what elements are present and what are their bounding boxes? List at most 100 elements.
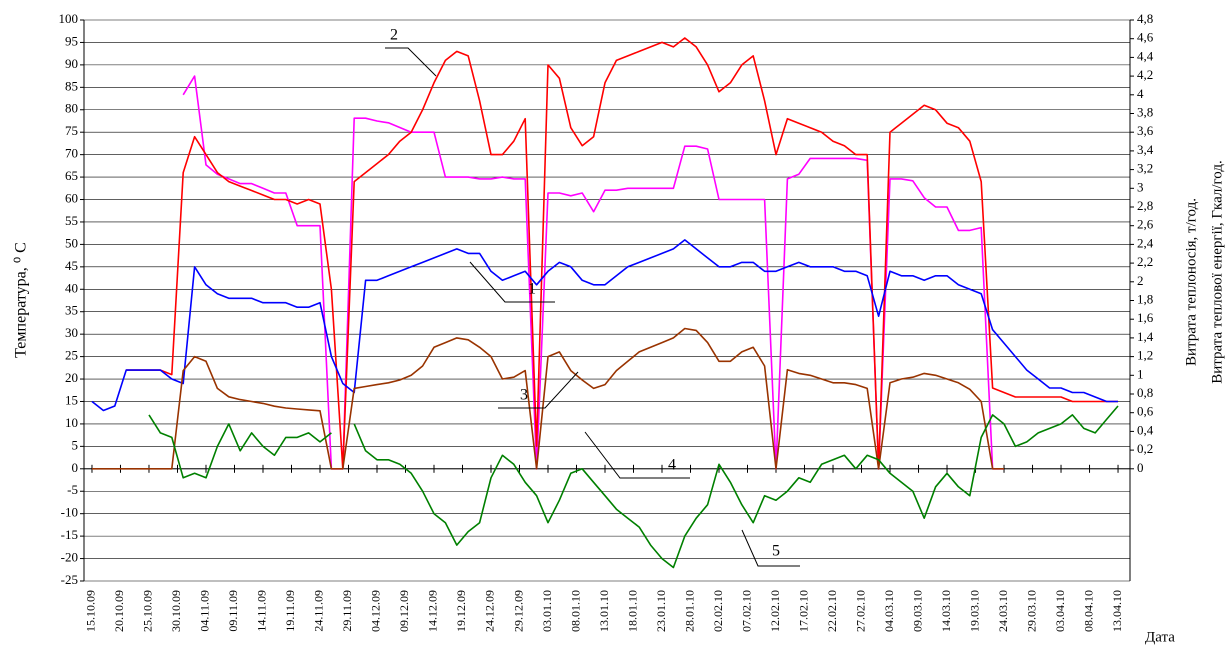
x-tick-label: 27.02.10 bbox=[853, 590, 867, 632]
x-tick-label: 14.11.09 bbox=[255, 590, 269, 632]
y-tick-label: 30 bbox=[65, 325, 78, 340]
leader-line bbox=[498, 371, 579, 409]
y-tick-label: 95 bbox=[65, 33, 78, 48]
x-tick-label: 03.04.10 bbox=[1053, 590, 1067, 632]
x-tick-label: 09.11.09 bbox=[226, 590, 240, 632]
y-tick-label: 40 bbox=[65, 280, 78, 295]
x-tick-label: 08.04.10 bbox=[1081, 590, 1095, 632]
y-tick-label: -5 bbox=[67, 482, 78, 497]
y2-tick-label: 3,6 bbox=[1137, 123, 1154, 138]
y2-tick-label: 3 bbox=[1137, 179, 1144, 194]
y-tick-label: 85 bbox=[65, 78, 78, 93]
x-tick-label: 09.12.09 bbox=[397, 590, 411, 632]
y-tick-label: 100 bbox=[59, 11, 79, 26]
x-tick-label: 29.12.09 bbox=[511, 590, 525, 632]
y-tick-label: -25 bbox=[61, 572, 78, 587]
y-tick-label: 10 bbox=[65, 415, 78, 430]
y2-tick-label: 2 bbox=[1137, 273, 1144, 288]
x-axis-title: Дата bbox=[1145, 629, 1175, 645]
y2-tick-label: 1,2 bbox=[1137, 348, 1153, 363]
y-tick-label: 45 bbox=[65, 258, 78, 273]
x-tick-label: 28.01.10 bbox=[682, 590, 696, 632]
x-tick-label: 13.04.10 bbox=[1110, 590, 1124, 632]
x-tick-label: 23.01.10 bbox=[654, 590, 668, 632]
y2-tick-label: 3,4 bbox=[1137, 142, 1154, 157]
series-labels: 1 2 3 4 5 bbox=[385, 27, 800, 567]
x-tick-label: 09.03.10 bbox=[910, 590, 924, 632]
y2-tick-label: 0 bbox=[1137, 460, 1144, 475]
x-tick-label: 19.03.10 bbox=[967, 590, 981, 632]
x-tick-label: 22.02.10 bbox=[825, 590, 839, 632]
y2-tick-label: 1 bbox=[1137, 366, 1144, 381]
x-tick-label: 13.01.10 bbox=[597, 590, 611, 632]
series-line bbox=[126, 37, 1118, 470]
y-tick-label: -10 bbox=[61, 505, 78, 520]
leader-line bbox=[584, 431, 690, 479]
x-tick-label: 15.10.09 bbox=[84, 590, 98, 632]
y2-tick-label: 0,4 bbox=[1137, 422, 1154, 437]
series-line bbox=[91, 239, 1118, 412]
y2-tick-label: 1,8 bbox=[1137, 291, 1153, 306]
y2-tick-label: 2,2 bbox=[1137, 254, 1153, 269]
y2-tick-label: 3,2 bbox=[1137, 161, 1153, 176]
x-tick-label: 14.12.09 bbox=[426, 590, 440, 632]
x-tick-label: 24.11.09 bbox=[312, 590, 326, 632]
x-tick-label: 19.11.09 bbox=[283, 590, 297, 632]
series-label: 2 bbox=[390, 27, 398, 44]
x-tick-label: 19.12.09 bbox=[454, 590, 468, 632]
plot-area: -25-20-15-10-505101520253035404550556065… bbox=[59, 11, 1154, 632]
series-label: 3 bbox=[520, 387, 528, 404]
series-label: 4 bbox=[668, 457, 676, 474]
x-tick-label: 12.02.10 bbox=[768, 590, 782, 632]
x-tick-label: 24.12.09 bbox=[483, 590, 497, 632]
series-label: 5 bbox=[772, 543, 780, 560]
y2-tick-label: 2,6 bbox=[1137, 217, 1154, 232]
y2-tick-label: 0,6 bbox=[1137, 404, 1154, 419]
y2-axis-title: Витрата теплової енергії, Гкал/год. bbox=[1209, 160, 1225, 384]
y2-tick-label: 0,8 bbox=[1137, 385, 1153, 400]
y-tick-label: -20 bbox=[61, 550, 78, 565]
y-tick-label: 25 bbox=[65, 348, 78, 363]
x-tick-label: 04.12.09 bbox=[369, 590, 383, 632]
series-line bbox=[148, 405, 1119, 569]
y-tick-label: 70 bbox=[65, 146, 78, 161]
y-tick-label: 75 bbox=[65, 123, 78, 138]
y2-tick-label: 2,8 bbox=[1137, 198, 1153, 213]
x-tick-label: 02.02.10 bbox=[711, 590, 725, 632]
y-axis-title: Температура, ⁰ C bbox=[13, 242, 30, 358]
y-tick-label: 35 bbox=[65, 303, 78, 318]
y2-tick-label: 4 bbox=[1137, 86, 1144, 101]
y-tick-label: 55 bbox=[65, 213, 78, 228]
y2-tick-label: 4,6 bbox=[1137, 30, 1154, 45]
y2-tick-label: 4,8 bbox=[1137, 11, 1153, 26]
x-tick-label: 20.10.09 bbox=[112, 590, 126, 632]
y-tick-label: -15 bbox=[61, 527, 78, 542]
x-tick-label: 08.01.10 bbox=[568, 590, 582, 632]
x-tick-label: 29.11.09 bbox=[340, 590, 354, 632]
y-tick-label: 50 bbox=[65, 235, 78, 250]
series-line bbox=[92, 327, 1004, 470]
series-label: 1 bbox=[528, 281, 536, 298]
y-tick-label: 0 bbox=[72, 460, 79, 475]
y2-axis-title: Витрата теплоносія, т/год. bbox=[1183, 198, 1199, 366]
y-tick-label: 65 bbox=[65, 168, 78, 183]
x-tick-label: 18.01.10 bbox=[625, 590, 639, 632]
y-tick-label: 90 bbox=[65, 56, 78, 71]
x-tick-label: 25.10.09 bbox=[141, 590, 155, 632]
leader-line bbox=[741, 529, 800, 567]
x-tick-label: 04.03.10 bbox=[882, 590, 896, 632]
y-tick-label: 60 bbox=[65, 191, 78, 206]
y2-tick-label: 1,6 bbox=[1137, 310, 1154, 325]
x-tick-label: 24.03.10 bbox=[996, 590, 1010, 632]
y-tick-label: 20 bbox=[65, 370, 78, 385]
leader-line bbox=[385, 47, 437, 77]
y2-tick-label: 4,4 bbox=[1137, 48, 1154, 63]
y2-tick-label: 1,4 bbox=[1137, 329, 1154, 344]
x-tick-label: 04.11.09 bbox=[198, 590, 212, 632]
y2-tick-label: 4,2 bbox=[1137, 67, 1153, 82]
y2-tick-label: 0,2 bbox=[1137, 441, 1153, 456]
y-tick-label: 80 bbox=[65, 101, 78, 116]
x-tick-label: 17.02.10 bbox=[796, 590, 810, 632]
x-tick-label: 14.03.10 bbox=[939, 590, 953, 632]
